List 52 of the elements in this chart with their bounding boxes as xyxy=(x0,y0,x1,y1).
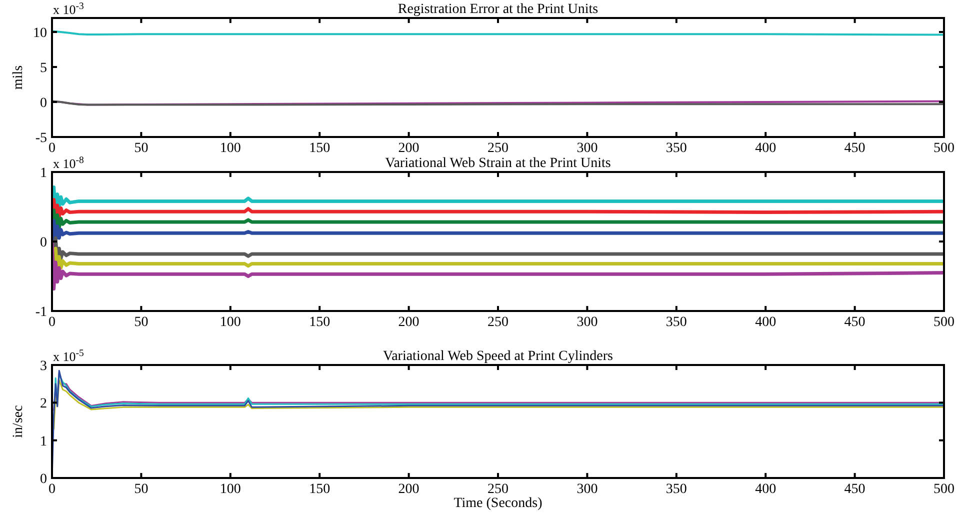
x-tick-label: 350 xyxy=(666,141,687,156)
chart-title: Registration Error at the Print Units xyxy=(398,2,598,17)
x-tick-label: 200 xyxy=(398,141,420,156)
chart-title: Variational Web Strain at the Print Units xyxy=(385,156,611,171)
x-tick-label: 300 xyxy=(576,141,598,156)
text: x 10$^{-3}$ xyxy=(53,0,84,17)
x-axis-title: Time (Seconds) xyxy=(454,496,543,511)
text: x 10$^{-8}$ xyxy=(53,154,84,171)
y-tick-label: 1 xyxy=(40,434,47,450)
text: x 10$^{-5}$ xyxy=(53,348,84,364)
x-tick-label: 300 xyxy=(576,482,598,497)
x-tick-label: 400 xyxy=(755,141,776,156)
x-tick-label: 100 xyxy=(220,141,241,156)
y-tick-label: 0 xyxy=(40,236,47,250)
line-series xyxy=(52,240,944,291)
y-tick-label: -5 xyxy=(35,131,47,146)
y-tick-label: -1 xyxy=(35,305,47,320)
y-tick-label: 5 xyxy=(40,61,47,76)
x-tick-label: 50 xyxy=(134,315,148,330)
x-tick-label: 200 xyxy=(398,315,420,330)
x-tick-label: 100 xyxy=(220,315,241,330)
y-axis-title: in/sec xyxy=(11,405,26,438)
y-tick-label: 1 xyxy=(40,166,47,181)
x-tick-label: 400 xyxy=(755,315,776,330)
x-tick-label: 200 xyxy=(398,482,420,497)
x-tick-label: 250 xyxy=(488,141,508,156)
x-tick-label: 500 xyxy=(934,482,954,497)
y-tick-label: 2 xyxy=(40,396,47,412)
x-tick-label: 150 xyxy=(309,315,330,330)
line-series xyxy=(53,379,944,430)
x-tick-label: 500 xyxy=(934,141,954,156)
x-tick-label: 400 xyxy=(755,482,776,497)
x-tick-label: 450 xyxy=(844,315,866,330)
y-tick-label: 10 xyxy=(33,26,47,41)
x-tick-label: 350 xyxy=(666,482,687,497)
y-tick-label: 3 xyxy=(40,359,47,374)
x-tick-label: 250 xyxy=(488,315,508,330)
x-tick-label: 100 xyxy=(220,482,241,497)
x-tick-label: 50 xyxy=(134,482,148,497)
x-tick-label: 300 xyxy=(576,315,598,330)
y-tick-label: 0 xyxy=(40,472,47,487)
x-tick-label: 450 xyxy=(844,141,866,156)
x-tick-label: 350 xyxy=(666,315,687,330)
x-tick-label: 150 xyxy=(309,141,330,156)
x-tick-label: 250 xyxy=(488,482,508,497)
y-axis-title: mils xyxy=(11,65,26,90)
x-tick-label: 450 xyxy=(844,482,866,497)
x-tick-label: 50 xyxy=(134,141,148,156)
x-tick-label: 150 xyxy=(309,482,330,497)
chart-title: Variational Web Speed at Print Cylinders xyxy=(383,349,613,364)
y-tick-label: 0 xyxy=(40,96,47,111)
x-tick-label: 500 xyxy=(934,315,954,330)
